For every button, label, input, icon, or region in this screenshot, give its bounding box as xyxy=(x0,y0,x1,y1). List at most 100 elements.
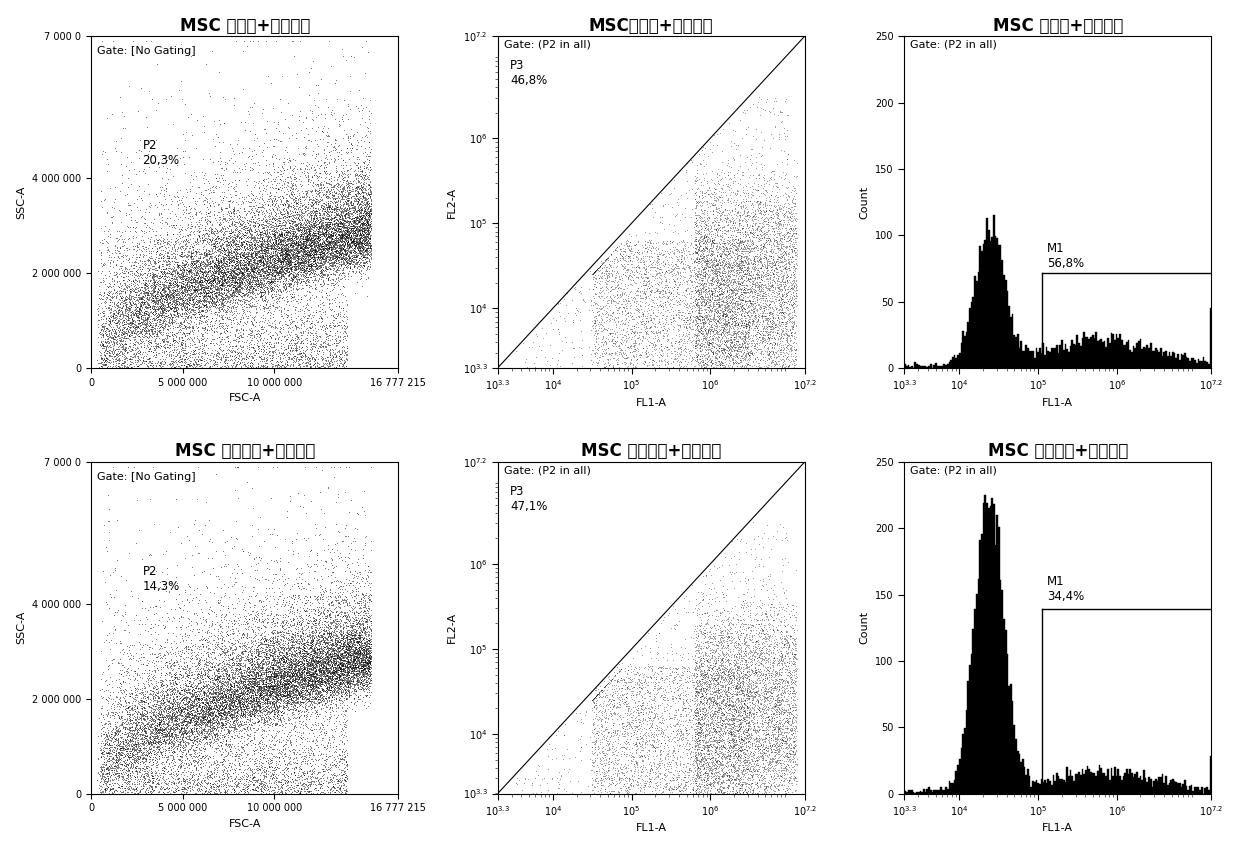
Point xyxy=(113,710,133,723)
Point xyxy=(299,219,319,233)
Point xyxy=(345,625,365,638)
Point xyxy=(247,272,267,286)
Point xyxy=(312,747,332,761)
Point xyxy=(350,565,370,579)
Point xyxy=(270,625,290,638)
Point xyxy=(182,278,202,292)
Point xyxy=(294,677,314,691)
Point xyxy=(728,350,748,364)
Point xyxy=(680,326,699,340)
Point xyxy=(751,272,771,286)
Point xyxy=(740,149,760,162)
Point xyxy=(769,201,789,215)
Point xyxy=(347,650,367,664)
Point xyxy=(694,222,714,235)
Point xyxy=(609,767,629,780)
Point xyxy=(352,216,372,230)
Point xyxy=(262,266,281,280)
Point xyxy=(684,338,704,352)
Point xyxy=(651,736,671,750)
Point xyxy=(668,303,688,316)
Point xyxy=(739,702,759,716)
Point xyxy=(713,263,733,276)
Point xyxy=(279,683,299,697)
Point xyxy=(321,647,341,660)
Point xyxy=(312,662,332,676)
Point xyxy=(639,331,658,344)
Point xyxy=(339,169,358,183)
Point xyxy=(167,264,187,278)
Point xyxy=(319,609,339,622)
Point xyxy=(108,344,128,358)
Point xyxy=(206,687,226,700)
Point xyxy=(761,689,781,703)
Point xyxy=(717,604,737,618)
Point xyxy=(181,310,201,324)
Point xyxy=(208,350,228,364)
Point xyxy=(677,718,697,732)
Point xyxy=(745,787,765,801)
Point xyxy=(185,693,205,706)
Point xyxy=(350,655,370,669)
Point xyxy=(712,696,732,710)
Point xyxy=(295,766,315,779)
Point xyxy=(285,635,305,649)
Point xyxy=(357,666,377,679)
Point xyxy=(274,263,294,276)
Point xyxy=(277,760,296,774)
Point xyxy=(777,347,797,360)
Point xyxy=(743,307,763,320)
Point xyxy=(660,297,680,310)
Point xyxy=(227,258,247,272)
Point xyxy=(135,680,155,694)
Point xyxy=(180,293,200,307)
Point xyxy=(754,743,774,756)
Point xyxy=(104,698,124,711)
Point xyxy=(701,190,720,203)
Point xyxy=(780,671,800,684)
Point xyxy=(148,236,167,250)
Point xyxy=(706,188,725,201)
Point xyxy=(193,341,213,354)
Point xyxy=(243,246,263,259)
Point xyxy=(751,310,771,324)
Point xyxy=(720,787,740,801)
Point xyxy=(345,665,365,678)
Point xyxy=(310,644,330,658)
Point xyxy=(269,230,289,244)
Point xyxy=(195,710,215,723)
Point xyxy=(324,240,343,253)
Point xyxy=(306,192,326,206)
Point xyxy=(159,300,179,314)
Point xyxy=(218,738,238,751)
Point xyxy=(239,275,259,289)
Point xyxy=(229,275,249,289)
Point xyxy=(332,235,352,248)
Point xyxy=(713,586,733,600)
Point xyxy=(585,318,605,332)
Point xyxy=(210,331,229,344)
Point xyxy=(750,693,770,706)
Point xyxy=(164,734,184,747)
Point xyxy=(180,716,200,729)
Point xyxy=(729,262,749,275)
Point xyxy=(637,358,657,371)
Point xyxy=(339,240,358,253)
Point xyxy=(283,314,303,327)
Point xyxy=(694,269,714,282)
Point xyxy=(222,530,242,544)
Point xyxy=(286,604,306,617)
Point xyxy=(221,698,241,711)
Point xyxy=(274,272,294,286)
Point xyxy=(269,176,289,190)
Point xyxy=(134,280,154,294)
Point xyxy=(193,732,213,745)
Point xyxy=(167,768,187,782)
Point xyxy=(154,734,174,747)
Point xyxy=(286,700,306,714)
Point xyxy=(750,223,770,236)
Point xyxy=(141,765,161,779)
Point xyxy=(348,202,368,216)
Point xyxy=(299,668,319,682)
Point xyxy=(770,787,790,801)
